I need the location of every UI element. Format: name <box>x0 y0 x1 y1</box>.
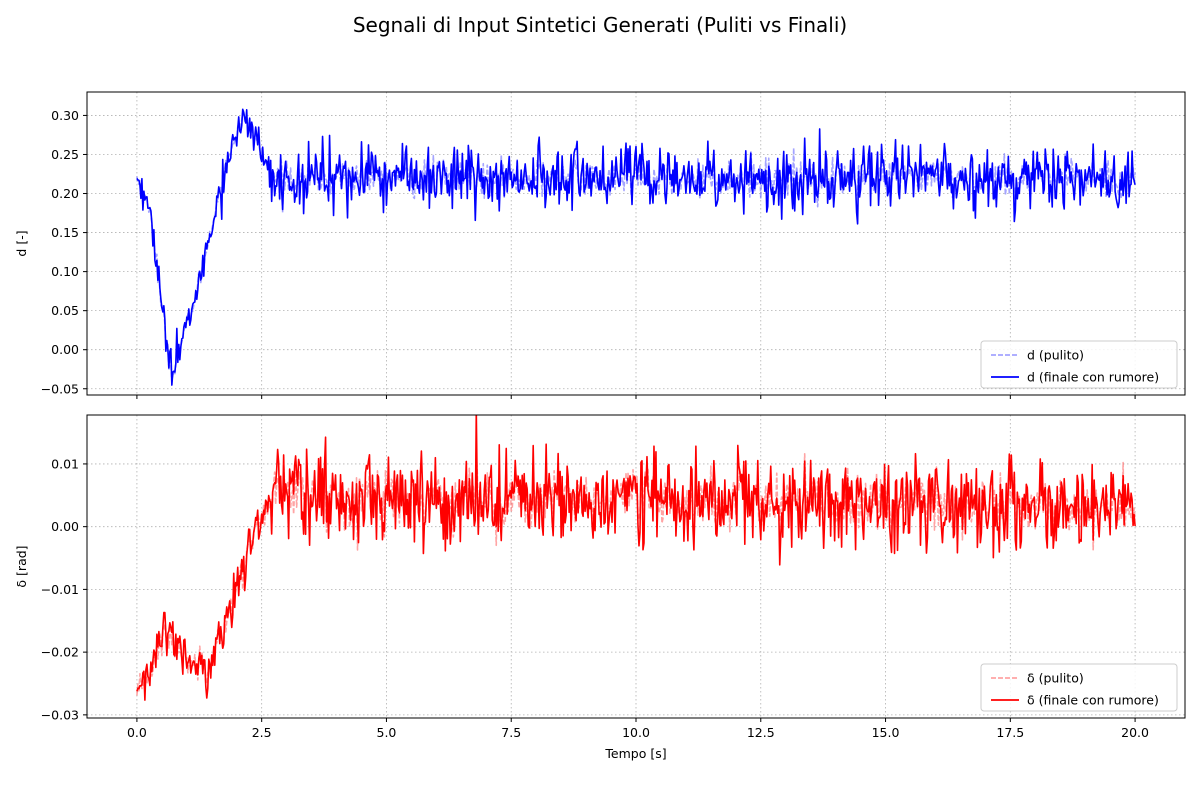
legend-label-1: d (finale con rumore) <box>1027 370 1159 385</box>
x-tick-label: 7.5 <box>501 725 521 740</box>
legend: d (pulito) d (finale con rumore) <box>980 340 1178 389</box>
y-tick-label: 0.00 <box>51 342 79 357</box>
y-tick-label: 0.00 <box>51 519 79 534</box>
y-tick-label: 0.01 <box>51 456 79 471</box>
y-tick-label: −0.02 <box>41 645 79 660</box>
x-tick-label: 20.0 <box>1121 725 1149 740</box>
y-axis-label: d [-] <box>14 230 29 256</box>
series-line-1 <box>136 108 1136 386</box>
legend-label-0: d (pulito) <box>1027 348 1084 363</box>
legend-label-1: δ (finale con rumore) <box>1027 693 1159 708</box>
y-tick-label: −0.03 <box>41 707 79 722</box>
chart-title: Segnali di Input Sintetici Generati (Pul… <box>353 13 847 37</box>
y-tick-label: 0.15 <box>51 225 79 240</box>
y-tick-label: 0.20 <box>51 186 79 201</box>
y-tick-label: 0.10 <box>51 264 79 279</box>
x-tick-label: 12.5 <box>747 725 775 740</box>
x-tick-label: 2.5 <box>252 725 272 740</box>
panel-bottom: 0.0 2.5 5.0 7.5 10.0 12.5 15.0 17.5 20.0 −0.03 −0.… <box>14 414 1186 740</box>
x-axis-label: Tempo [s] <box>604 746 666 761</box>
x-tick-label: 15.0 <box>872 725 900 740</box>
x-tick-label: 10.0 <box>622 725 650 740</box>
legend-box <box>980 663 1178 712</box>
x-tick-label: 5.0 <box>377 725 397 740</box>
y-tick-label: −0.05 <box>41 381 79 396</box>
y-tick-label: −0.01 <box>41 582 79 597</box>
legend-label-0: δ (pulito) <box>1027 671 1084 686</box>
legend: δ (pulito) δ (finale con rumore) <box>980 663 1178 712</box>
y-tick-label: 0.05 <box>51 303 79 318</box>
legend-box <box>980 340 1178 389</box>
x-tick-label: 17.5 <box>996 725 1024 740</box>
y-tick-label: 0.25 <box>51 147 79 162</box>
x-tick-label: 0.0 <box>127 725 147 740</box>
y-tick-label: 0.30 <box>51 108 79 123</box>
y-axis-label: δ [rad] <box>14 545 29 587</box>
panel-top: −0.05 0.00 0.05 0.10 0.15 0.20 0.25 0.30 d [-] d … <box>14 91 1186 399</box>
series-line-1 <box>136 415 1136 701</box>
